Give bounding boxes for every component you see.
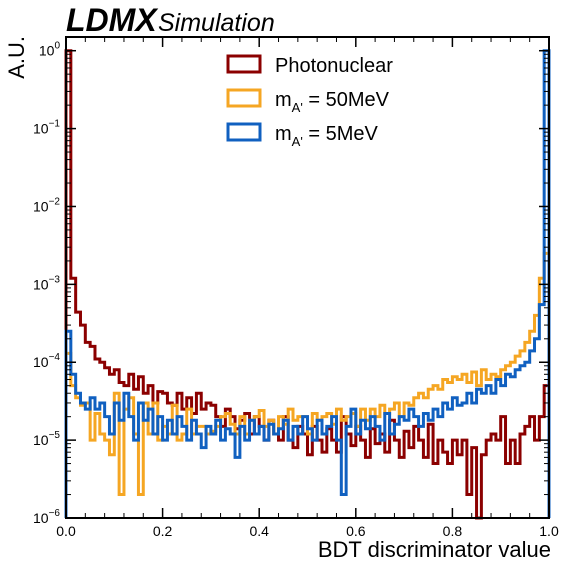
x-tick-label: 0.6 [346, 523, 366, 539]
y-tick-label: 10−4 [33, 352, 60, 370]
legend: Photonuclear mA' = 50MeV mA' = 5MeV [226, 54, 393, 149]
series-line-0 [64, 49, 551, 520]
x-tick-label: 1.0 [539, 523, 559, 539]
y-tick-label: 10−3 [33, 274, 60, 292]
brand-subtitle: Simulation [158, 9, 275, 37]
plot-area [64, 49, 551, 520]
legend-swatch [226, 122, 262, 142]
legend-label: mA' = 5MeV [275, 123, 379, 149]
y-tick-label: 10−6 [33, 508, 60, 526]
x-axis-title: BDT discriminator value [318, 537, 551, 562]
legend-label: Photonuclear [275, 55, 393, 77]
series-line-2 [64, 49, 551, 518]
y-tick-label: 10−2 [33, 196, 60, 214]
legend-label: mA' = 50MeV [275, 89, 390, 115]
x-tick-label: 0.4 [249, 523, 269, 539]
x-tick-label: 0.0 [56, 523, 76, 539]
brand-title: LDMX [66, 2, 158, 38]
y-axis-title: A.U. [4, 36, 29, 79]
legend-swatch [226, 88, 262, 108]
plot-frame [65, 36, 550, 519]
legend-swatch [226, 54, 262, 74]
y-tick-label: 10−1 [33, 119, 60, 137]
y-tick-label: 100 [39, 41, 61, 59]
x-tick-label: 0.2 [153, 523, 173, 539]
x-tick-label: 0.8 [443, 523, 463, 539]
x-axis: 0.0 0.2 0.4 0.6 0.8 1.0 [56, 37, 559, 539]
y-tick-label: 10−5 [33, 430, 60, 448]
